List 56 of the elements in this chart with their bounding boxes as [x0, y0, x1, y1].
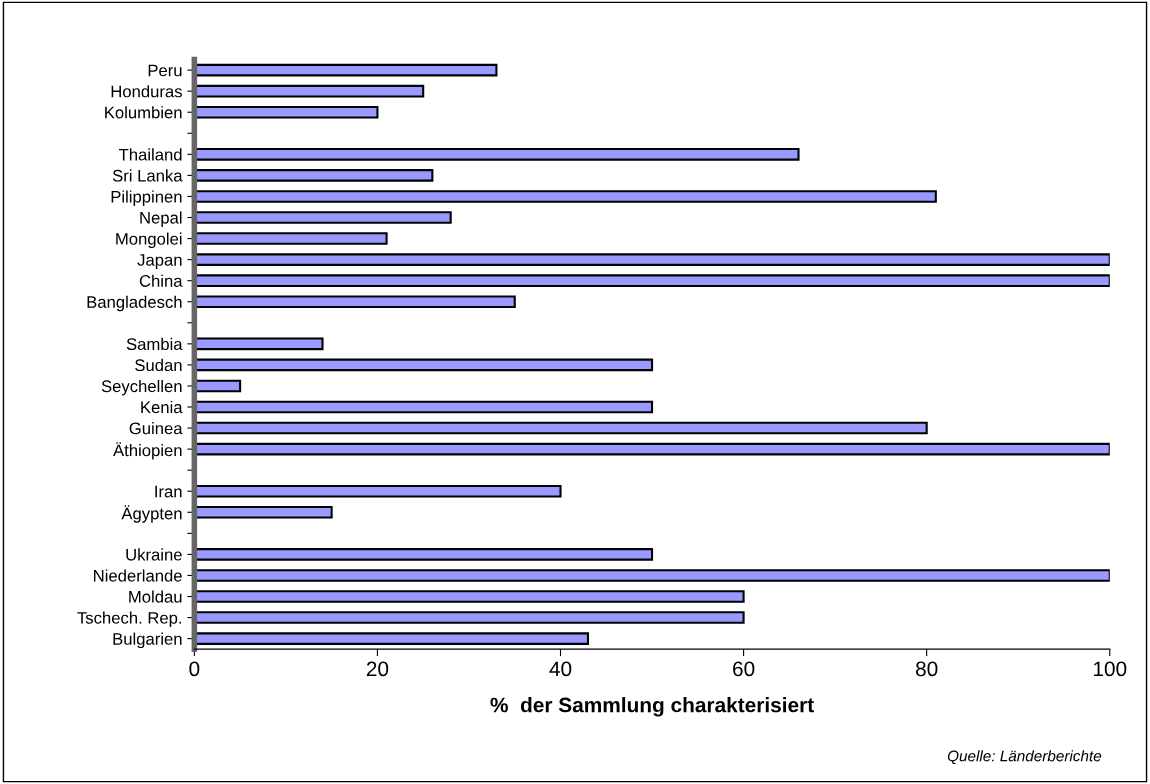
x-axis-title: % der Sammlung charakterisiert [490, 697, 814, 717]
bar [194, 484, 562, 498]
x-tick-label: 0 [189, 661, 200, 677]
bar [194, 400, 654, 414]
bar [194, 274, 1110, 287]
bar [194, 253, 1110, 266]
y-tick-label: Moldau [129, 590, 182, 603]
bar [194, 611, 745, 624]
y-tick-label: Seychellen [101, 379, 182, 396]
x-tick-label: 20 [366, 661, 389, 677]
y-tick-label: Sambia [126, 337, 183, 351]
y-tick-label: Japan [137, 254, 182, 270]
y-tick-label: Guinea [129, 422, 183, 435]
bar [194, 169, 434, 182]
bar [194, 211, 452, 224]
y-tick-label: Bangladesch [87, 295, 182, 312]
x-tick-label: 40 [549, 661, 572, 677]
bar [194, 148, 800, 161]
y-tick-label: Mongolei [116, 232, 182, 249]
y-tick-label: Niederlande [94, 569, 182, 582]
y-tick-label: Pilippinen [111, 190, 182, 206]
y-tick-label: Thailand [118, 148, 182, 161]
y-tick-label: Tschech. Rep. [77, 611, 182, 628]
bar [194, 232, 388, 245]
bar [194, 84, 425, 98]
x-tick-label: 60 [733, 661, 755, 677]
y-tick-label: Äthiopien [113, 442, 182, 460]
bar [194, 632, 590, 645]
bar [194, 590, 745, 603]
bar [194, 442, 1110, 456]
bar [194, 295, 516, 309]
bar [194, 421, 928, 435]
y-tick-label: Peru [148, 64, 182, 77]
y-tick-label: Ukraine [126, 548, 182, 561]
y-tick-label: Kolumbien [105, 106, 182, 119]
x-tick-label: 80 [915, 661, 938, 677]
x-tick-label: 100 [1093, 661, 1127, 677]
source-note: Quelle: Länderberichte [947, 750, 1102, 765]
y-tick-label: Bulgarien [113, 632, 182, 649]
y-tick-label: Iran [155, 485, 182, 498]
y-tick-label: Nepal [140, 211, 182, 227]
y-tick-label: Kenia [141, 400, 183, 414]
bar [194, 105, 379, 119]
bar [194, 337, 324, 351]
y-tick-label: Ägypten [121, 505, 182, 523]
bar [194, 358, 654, 372]
bar [194, 505, 333, 519]
bar [194, 379, 242, 393]
bar [194, 190, 937, 203]
y-tick-label: China [139, 274, 183, 287]
y-tick-label: Sudan [135, 358, 182, 372]
bar [194, 548, 654, 561]
y-tick-label: Honduras [111, 85, 182, 98]
bar [194, 63, 498, 77]
y-tick-label: Sri Lanka [112, 169, 183, 182]
bar [194, 569, 1110, 582]
